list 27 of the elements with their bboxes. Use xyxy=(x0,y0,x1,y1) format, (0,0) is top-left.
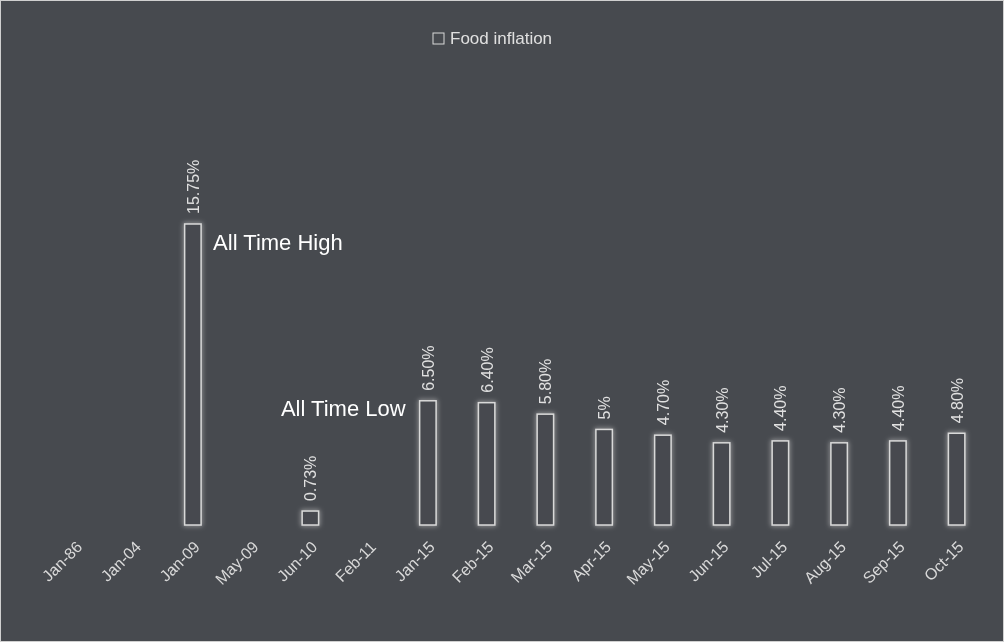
bar xyxy=(595,428,614,526)
bar xyxy=(712,442,731,526)
bar xyxy=(830,442,849,526)
data-label: 5% xyxy=(596,396,614,420)
legend-label: Food inflation xyxy=(450,29,553,48)
bar xyxy=(888,440,907,526)
bar xyxy=(301,510,320,526)
bar xyxy=(477,401,496,526)
data-label: 4.30% xyxy=(713,387,731,433)
data-label: 4.30% xyxy=(831,387,849,433)
bar xyxy=(418,400,437,526)
bar xyxy=(771,440,790,526)
data-label: 5.80% xyxy=(537,358,555,405)
annotation: All Time Low xyxy=(280,395,406,421)
bar xyxy=(536,413,555,526)
bar xyxy=(653,434,672,526)
annotation: All Time High xyxy=(213,230,343,255)
data-label: 4.80% xyxy=(948,377,966,424)
data-label: 4.40% xyxy=(889,385,907,431)
data-label: 4.40% xyxy=(772,385,790,431)
data-label: 0.73% xyxy=(302,455,320,502)
data-label: 6.40% xyxy=(478,347,496,393)
data-label: 15.75% xyxy=(184,159,202,214)
bar xyxy=(183,223,202,526)
bar xyxy=(947,432,966,526)
data-label: 4.70% xyxy=(654,379,672,426)
data-label: 6.50% xyxy=(419,345,437,391)
